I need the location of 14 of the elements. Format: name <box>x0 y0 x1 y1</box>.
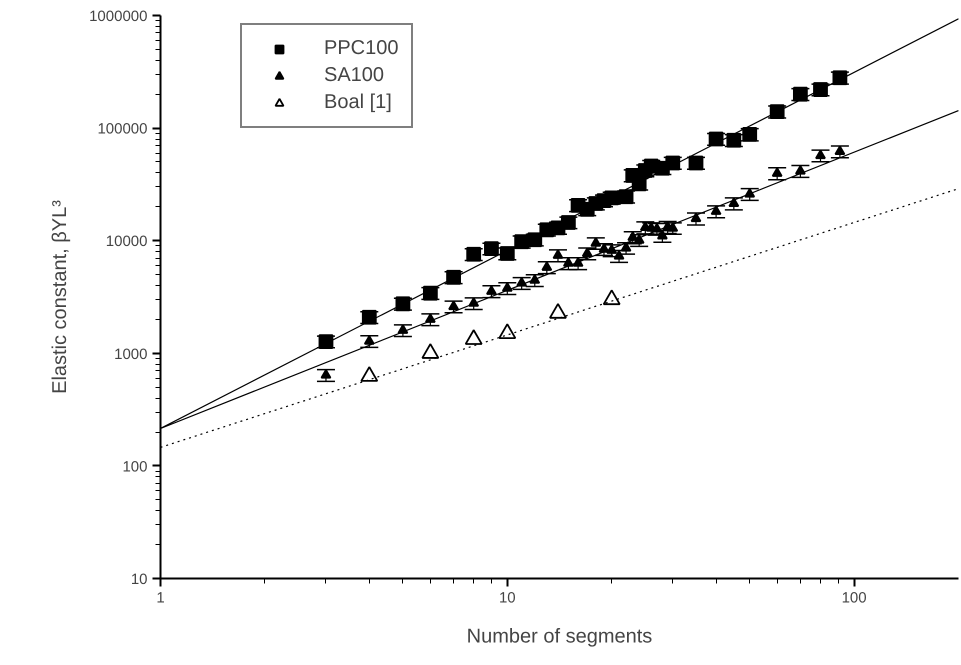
legend-label: SA100 <box>324 64 384 87</box>
legend-label: Boal [1] <box>324 91 392 114</box>
y-tick-label: 1000000 <box>89 8 148 25</box>
y-tick-label: 100000 <box>97 120 148 138</box>
x-tick-label: 100 <box>842 590 867 606</box>
y-tick-label: 10 <box>130 571 148 588</box>
legend-label: PPC100 <box>324 37 398 60</box>
x-tick-label: 1 <box>156 590 165 606</box>
x-axis-title: Number of segments <box>466 626 652 648</box>
y-tick-label: 100 <box>122 458 148 476</box>
y-tick-label: 1000 <box>114 346 148 363</box>
y-axis-title: Elastic constant, βYL³ <box>49 200 72 394</box>
y-tick-label: 10000 <box>106 233 148 250</box>
x-tick-label: 10 <box>498 590 516 606</box>
